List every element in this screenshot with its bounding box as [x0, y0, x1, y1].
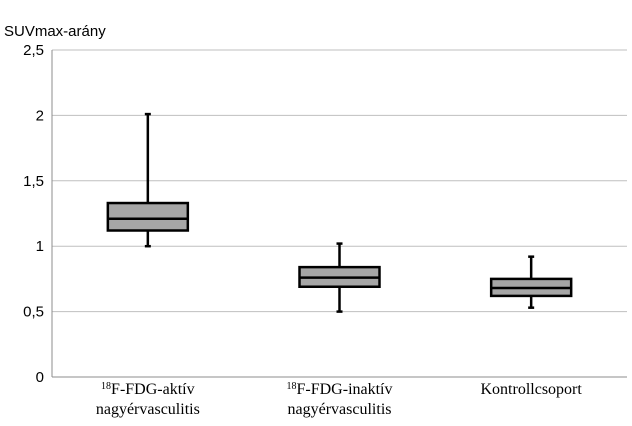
x-tick-line1: F-FDG-aktív: [111, 381, 195, 398]
x-tick-superscript: 18: [287, 381, 297, 392]
box-group: [489, 255, 573, 309]
x-tick-label: 18F-FDG-aktív: [101, 381, 195, 398]
y-tick-label: 1: [36, 238, 44, 255]
box-group: [298, 242, 381, 313]
y-tick-label: 2,5: [23, 42, 44, 59]
boxes: [106, 112, 573, 313]
x-tick-label-line2: nagyérvasculitis: [288, 401, 392, 418]
x-tick-label: Kontrollcsoport: [481, 381, 583, 398]
x-tick-label-line2: nagyérvasculitis: [96, 401, 200, 418]
y-tick-labels: 0 0,5 1 1,5 2 2,5: [23, 42, 44, 386]
x-tick-line1: Kontrollcsoport: [481, 381, 583, 398]
x-tick-line1: F-FDG-inaktív: [297, 381, 393, 398]
y-tick-label: 2: [36, 107, 44, 124]
y-tick-label: 0: [36, 369, 44, 386]
y-axis-label: SUVmax-arány: [4, 23, 106, 40]
box-iqr: [106, 201, 190, 232]
x-tick-label: 18F-FDG-inaktív: [287, 381, 393, 398]
axes: [51, 50, 627, 378]
box-group: [106, 112, 190, 248]
y-tick-label: 0,5: [23, 304, 44, 321]
x-tick-superscript: 18: [101, 381, 111, 392]
x-tick-labels: 18F-FDG-aktívnagyérvasculitis18F-FDG-ina…: [96, 381, 583, 418]
y-tick-label: 1,5: [23, 173, 44, 190]
